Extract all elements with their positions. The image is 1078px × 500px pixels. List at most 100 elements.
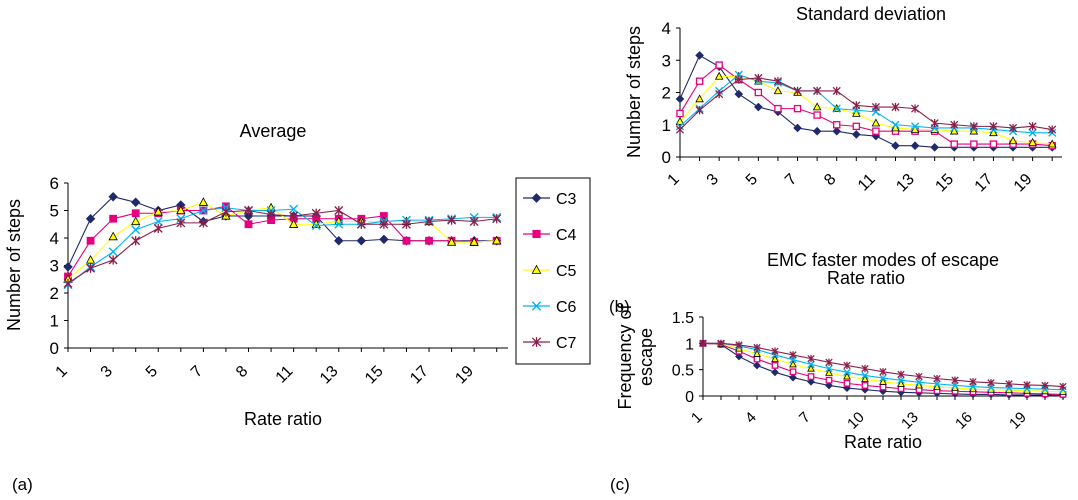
data-point	[198, 197, 209, 206]
data-point	[1047, 139, 1057, 148]
y-tick-label: 3	[50, 257, 59, 276]
y-axis-label: Frequency of	[615, 303, 635, 409]
chart-title: EMC faster modes of escape	[767, 250, 999, 270]
data-point	[379, 219, 389, 229]
data-point	[933, 382, 941, 391]
data-point	[425, 236, 433, 245]
x-tick-label: 11	[855, 171, 879, 195]
data-point	[108, 231, 118, 241]
data-point	[356, 219, 366, 229]
series-c7	[675, 73, 1057, 134]
series-c3	[63, 192, 502, 272]
data-point	[1005, 380, 1013, 388]
data-point	[311, 208, 321, 218]
data-point	[131, 209, 140, 218]
x-tick-label: 1	[53, 363, 71, 381]
data-point	[675, 125, 685, 134]
data-point	[915, 381, 923, 389]
data-point	[950, 140, 958, 148]
data-point	[131, 216, 141, 226]
data-point	[356, 236, 367, 246]
data-point	[198, 218, 208, 228]
data-point	[861, 364, 869, 373]
legend-label: C5	[556, 263, 577, 280]
legend-marker	[531, 337, 542, 347]
data-point	[1008, 123, 1018, 133]
data-point	[85, 214, 96, 224]
data-point	[852, 101, 861, 110]
data-point	[402, 219, 411, 229]
panel-label: (a)	[12, 475, 33, 494]
data-point	[753, 361, 761, 370]
data-point	[773, 86, 783, 95]
data-point	[813, 111, 821, 119]
x-tick-label: 7	[188, 363, 206, 381]
data-point	[334, 205, 344, 216]
data-point	[879, 377, 887, 385]
data-point	[793, 86, 802, 96]
x-axis-label: Rate ratio	[827, 268, 905, 288]
series-c4	[64, 202, 501, 281]
data-point	[951, 381, 959, 390]
data-point	[910, 122, 920, 131]
data-point	[989, 140, 998, 148]
data-point	[695, 94, 704, 103]
x-tick-label: 17	[972, 171, 997, 196]
data-point	[176, 218, 186, 228]
data-point	[825, 364, 833, 373]
data-point	[871, 102, 880, 112]
data-point	[753, 349, 761, 357]
legend-item-c6: C6	[523, 299, 577, 316]
x-tick-label: 3	[98, 363, 116, 381]
legend-label: C3	[556, 191, 577, 208]
data-point	[754, 102, 763, 112]
data-point	[379, 234, 389, 245]
panel-label: (b)	[609, 297, 630, 316]
data-point	[789, 368, 797, 376]
y-tick-label: 0.5	[672, 363, 694, 380]
data-point	[843, 361, 851, 370]
data-point	[1041, 381, 1049, 390]
y-tick-label: 1	[50, 312, 59, 331]
legend-marker	[531, 264, 542, 274]
chart-title: Average	[240, 121, 307, 141]
legend-label: C6	[556, 299, 577, 316]
data-point	[891, 141, 900, 151]
data-point	[492, 214, 502, 224]
data-point	[832, 104, 841, 113]
y-tick-label: 4	[662, 19, 671, 38]
y-axis-label: Number of steps	[624, 26, 644, 158]
x-tick-label: 7	[782, 171, 800, 189]
y-tick-label: 2	[662, 84, 671, 103]
data-point	[771, 347, 779, 355]
data-point	[771, 354, 779, 363]
data-point	[825, 381, 833, 390]
data-point	[1008, 136, 1018, 145]
data-point	[714, 71, 724, 80]
data-point	[861, 374, 869, 383]
legend-item-c4: C4	[523, 227, 577, 244]
data-point	[989, 122, 998, 131]
data-point	[793, 123, 802, 133]
data-point	[176, 205, 186, 215]
data-point	[63, 278, 73, 288]
data-point	[675, 94, 685, 104]
data-point	[833, 121, 841, 129]
data-point	[402, 236, 411, 245]
data-point	[969, 378, 977, 386]
data-point	[807, 364, 815, 372]
data-point	[910, 141, 920, 151]
series-line-c7	[679, 77, 1053, 131]
data-point	[915, 372, 923, 381]
x-axis-label: Rate ratio	[244, 409, 322, 429]
data-point	[675, 116, 685, 125]
data-point	[446, 237, 457, 246]
data-point	[153, 223, 163, 233]
data-point	[311, 221, 321, 231]
x-tick-label: 15	[362, 363, 387, 388]
x-tick-label: 17	[407, 363, 432, 388]
data-point	[832, 126, 842, 136]
data-point	[951, 376, 959, 384]
data-point	[789, 360, 797, 368]
